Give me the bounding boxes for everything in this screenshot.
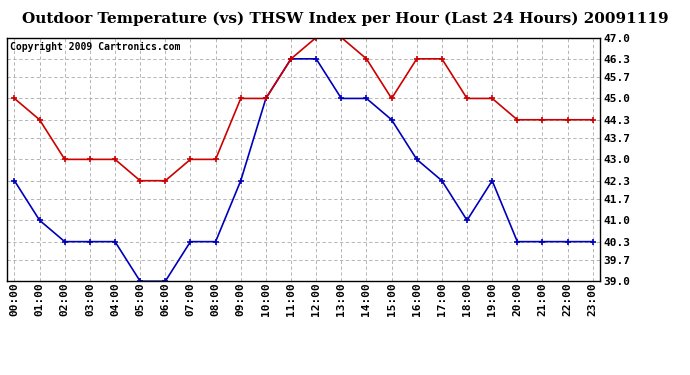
Text: Copyright 2009 Cartronics.com: Copyright 2009 Cartronics.com [10,42,180,52]
Text: Outdoor Temperature (vs) THSW Index per Hour (Last 24 Hours) 20091119: Outdoor Temperature (vs) THSW Index per … [21,11,669,26]
